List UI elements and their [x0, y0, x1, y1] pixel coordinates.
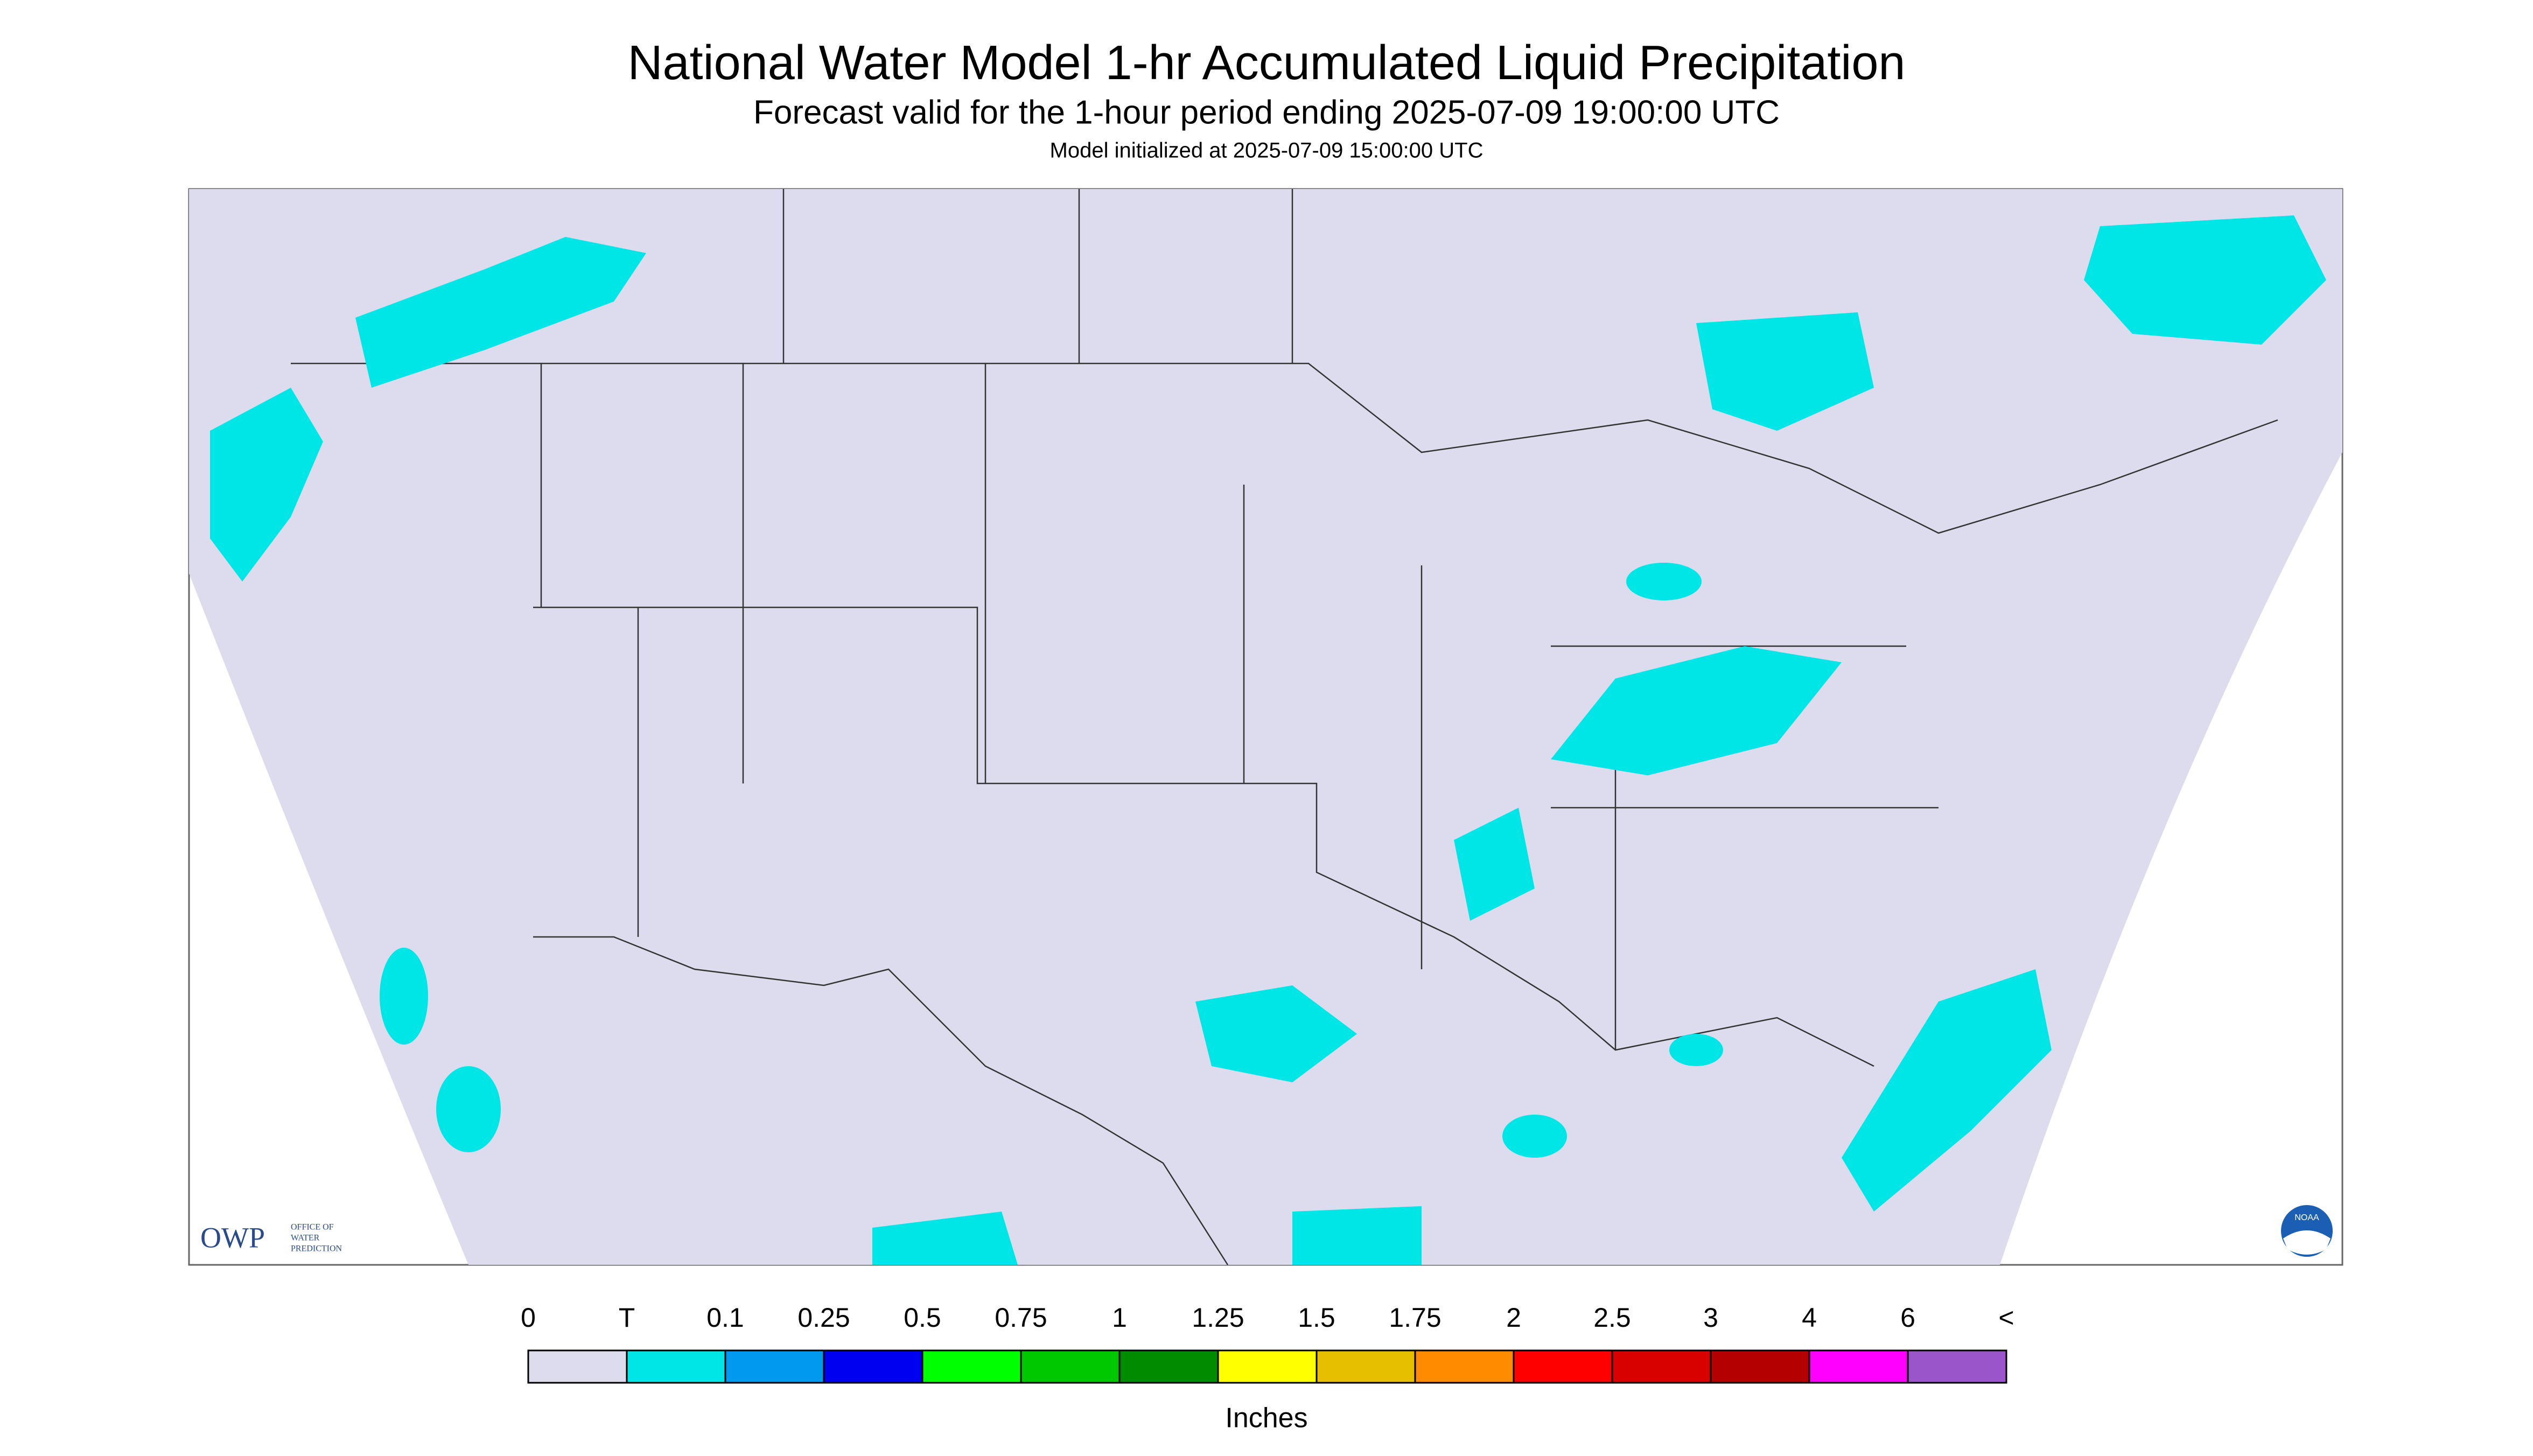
legend-label: 1.5 — [1298, 1303, 1335, 1333]
noaa-logo: NOAA — [2281, 1205, 2333, 1257]
legend-label: 1 — [1112, 1303, 1127, 1333]
legend-swatch — [1611, 1349, 1712, 1384]
owp-logo-caption: WATER — [291, 1234, 320, 1243]
model-domain — [189, 189, 2342, 1265]
owp-logo-caption: OFFICE OF — [291, 1223, 334, 1232]
legend-swatch — [1808, 1349, 1909, 1384]
legend-swatch — [1907, 1349, 2007, 1384]
noaa-logo-wave — [2283, 1230, 2331, 1255]
legend-swatch — [1217, 1349, 1318, 1384]
legend-label: < — [1998, 1303, 2014, 1333]
legend-label: 0.1 — [706, 1303, 744, 1333]
title: National Water Model 1-hr Accumulated Li… — [628, 36, 1906, 90]
legend-swatch — [823, 1349, 923, 1384]
legend-label: 4 — [1802, 1303, 1817, 1333]
legend: 0 T 0.1 0.25 0.5 0.75 1 1.25 1.5 1.75 2 2.5 3 4 6 < — [521, 1303, 2014, 1384]
legend-swatch — [1414, 1349, 1515, 1384]
legend-swatch — [921, 1349, 1022, 1384]
owp-logo-caption: PREDICTION — [291, 1244, 342, 1254]
legend-label: 0.75 — [995, 1303, 1047, 1333]
init-time: Model initialized at 2025-07-09 15:00:00… — [1050, 139, 1484, 163]
legend-label: 0 — [521, 1303, 536, 1333]
noaa-logo-text: NOAA — [2294, 1213, 2319, 1222]
legend-swatch — [1118, 1349, 1219, 1384]
legend-unit: Inches — [1225, 1403, 1307, 1434]
map: OWP OFFICE OF WATER PREDICTION NOAA — [188, 188, 2343, 1266]
legend-swatch — [626, 1349, 726, 1384]
legend-swatch — [527, 1349, 628, 1384]
owp-logo-text: OWP — [200, 1221, 265, 1254]
legend-label: 0.5 — [904, 1303, 941, 1333]
legend-swatch — [1513, 1349, 1613, 1384]
legend-swatch — [1710, 1349, 1810, 1384]
legend-label: 1.25 — [1192, 1303, 1244, 1333]
legend-swatch — [1020, 1349, 1121, 1384]
owp-logo: OWP OFFICE OF WATER PREDICTION — [200, 1221, 342, 1254]
precip-areas — [210, 215, 2326, 1265]
legend-swatch — [1316, 1349, 1416, 1384]
legend-label: T — [619, 1303, 635, 1333]
legend-swatch — [724, 1349, 825, 1384]
subtitle: Forecast valid for the 1-hour period end… — [753, 94, 1780, 131]
legend-label: 2 — [1506, 1303, 1521, 1333]
legend-label: 3 — [1703, 1303, 1718, 1333]
legend-label: 1.75 — [1389, 1303, 1441, 1333]
legend-label: 0.25 — [797, 1303, 850, 1333]
legend-label: 2.5 — [1593, 1303, 1631, 1333]
legend-label: 6 — [1900, 1303, 1915, 1333]
